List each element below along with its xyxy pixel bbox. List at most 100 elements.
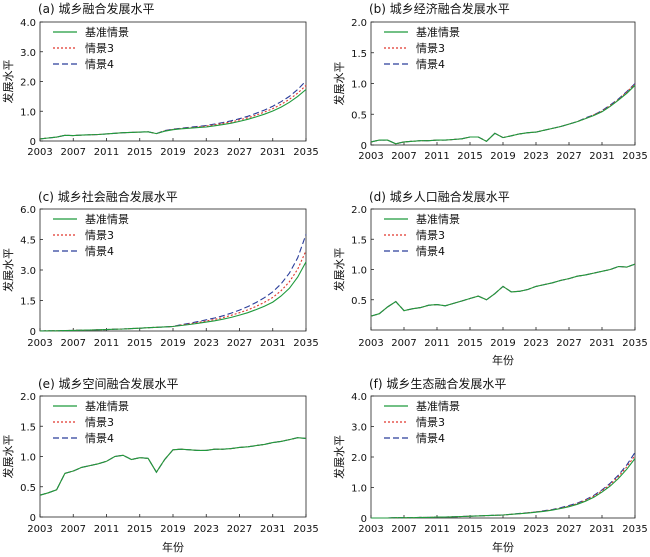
x-tick-label: 2007 bbox=[61, 338, 86, 349]
x-tick-label: 2035 bbox=[622, 338, 647, 349]
y-tick-label: 1.0 bbox=[20, 453, 36, 464]
x-tick-label: 2003 bbox=[358, 338, 383, 349]
chart-title: (f) 城乡生态融合发展水平 bbox=[369, 376, 506, 391]
series-line-1 bbox=[371, 455, 636, 519]
x-tick-label: 2015 bbox=[127, 338, 152, 349]
x-tick-label: 2023 bbox=[194, 524, 219, 535]
x-axis-label: 年份 bbox=[492, 540, 514, 554]
y-tick-label: 3.0 bbox=[20, 266, 36, 277]
chart-title: (a) 城乡融合发展水平 bbox=[38, 1, 155, 16]
plot-frame bbox=[39, 395, 307, 518]
legend-label-0: 基准情景 bbox=[85, 26, 129, 39]
x-tick-label: 2031 bbox=[589, 338, 614, 349]
x-tick-label: 2023 bbox=[523, 151, 548, 162]
plot-frame bbox=[370, 208, 636, 331]
y-axis-label: 发展水平 bbox=[1, 60, 15, 104]
legend-label-0: 基准情景 bbox=[416, 213, 460, 226]
y-tick-label: 0.5 bbox=[351, 110, 367, 121]
legend-label-0: 基准情景 bbox=[85, 213, 129, 226]
x-tick-label: 2035 bbox=[293, 147, 318, 158]
x-tick-label: 2003 bbox=[358, 151, 383, 162]
x-tick-label: 2007 bbox=[391, 151, 416, 162]
y-tick-label: 0 bbox=[361, 514, 367, 525]
y-tick-label: 1.5 bbox=[351, 235, 367, 246]
x-tick-label: 2031 bbox=[260, 338, 285, 349]
x-tick-label: 2027 bbox=[556, 338, 581, 349]
legend-label-0: 基准情景 bbox=[85, 400, 129, 413]
series-line-2 bbox=[39, 80, 307, 140]
x-tick-label: 2011 bbox=[94, 524, 119, 535]
x-tick-label: 2007 bbox=[391, 524, 416, 535]
x-tick-label: 2031 bbox=[260, 524, 285, 535]
legend-label-1: 情景3 bbox=[416, 42, 445, 55]
y-tick-label: 2.0 bbox=[351, 18, 367, 29]
series-line-0 bbox=[371, 458, 636, 519]
x-axis-label: 年份 bbox=[492, 353, 514, 367]
x-tick-label: 2035 bbox=[622, 524, 647, 535]
y-axis-label: 发展水平 bbox=[1, 435, 15, 479]
x-tick-label: 2011 bbox=[424, 151, 449, 162]
x-tick-label: 2027 bbox=[556, 524, 581, 535]
x-tick-label: 2015 bbox=[127, 524, 152, 535]
x-tick-label: 2007 bbox=[61, 147, 86, 158]
legend-label-1: 情景3 bbox=[416, 416, 445, 429]
x-tick-label: 2031 bbox=[589, 151, 614, 162]
y-tick-label: 1.5 bbox=[20, 297, 36, 308]
x-tick-label: 2027 bbox=[227, 524, 252, 535]
y-tick-label: 1.5 bbox=[20, 422, 36, 433]
y-tick-label: 2.0 bbox=[20, 78, 36, 89]
series-line-2 bbox=[370, 83, 636, 145]
y-tick-label: 0.5 bbox=[20, 483, 36, 494]
x-tick-label: 2023 bbox=[523, 338, 548, 349]
x-tick-label: 2035 bbox=[293, 524, 318, 535]
series-line-1 bbox=[39, 437, 307, 496]
x-tick-label: 2015 bbox=[457, 151, 482, 162]
legend-label-1: 情景3 bbox=[85, 416, 114, 429]
x-tick-label: 2015 bbox=[127, 147, 152, 158]
legend-label-2: 情景4 bbox=[85, 245, 114, 258]
x-tick-label: 2023 bbox=[194, 147, 219, 158]
series-line-2 bbox=[371, 452, 636, 519]
legend-label-2: 情景4 bbox=[416, 245, 445, 258]
x-axis-label: 年份 bbox=[162, 540, 184, 554]
y-tick-label: 2.0 bbox=[351, 205, 367, 216]
legend-label-2: 情景4 bbox=[85, 432, 114, 445]
x-tick-label: 2027 bbox=[227, 147, 252, 158]
y-tick-label: 1.0 bbox=[351, 266, 367, 277]
y-tick-label: 6.0 bbox=[20, 205, 36, 216]
plot-frame bbox=[370, 21, 636, 146]
x-tick-label: 2019 bbox=[160, 338, 185, 349]
x-tick-label: 2027 bbox=[227, 338, 252, 349]
plot-frame bbox=[39, 21, 307, 142]
y-tick-label: 0 bbox=[30, 137, 36, 148]
x-tick-label: 2003 bbox=[27, 338, 52, 349]
series-line-2 bbox=[39, 234, 307, 332]
y-tick-label: 3.0 bbox=[20, 48, 36, 59]
series-line-2 bbox=[370, 263, 636, 317]
x-tick-label: 2023 bbox=[523, 524, 548, 535]
x-tick-label: 2015 bbox=[457, 338, 482, 349]
x-tick-label: 2007 bbox=[391, 338, 416, 349]
series-line-1 bbox=[370, 263, 636, 317]
y-tick-label: 0 bbox=[30, 513, 36, 524]
x-tick-label: 2011 bbox=[424, 338, 449, 349]
y-tick-label: 0.5 bbox=[351, 296, 367, 307]
chart-title: (c) 城乡社会融合发展水平 bbox=[38, 189, 178, 204]
x-tick-label: 2011 bbox=[424, 524, 449, 535]
y-tick-label: 1.0 bbox=[351, 80, 367, 91]
legend-label-0: 基准情景 bbox=[416, 26, 460, 39]
legend-label-1: 情景3 bbox=[85, 229, 114, 242]
x-tick-label: 2031 bbox=[589, 524, 614, 535]
x-tick-label: 2019 bbox=[160, 524, 185, 535]
x-tick-label: 2019 bbox=[160, 147, 185, 158]
x-tick-label: 2031 bbox=[260, 147, 285, 158]
series-line-0 bbox=[39, 437, 307, 496]
legend-label-2: 情景4 bbox=[85, 58, 114, 71]
series-line-1 bbox=[39, 250, 307, 332]
chart-title: (b) 城乡经济融合发展水平 bbox=[369, 1, 510, 16]
x-tick-label: 2019 bbox=[490, 151, 515, 162]
